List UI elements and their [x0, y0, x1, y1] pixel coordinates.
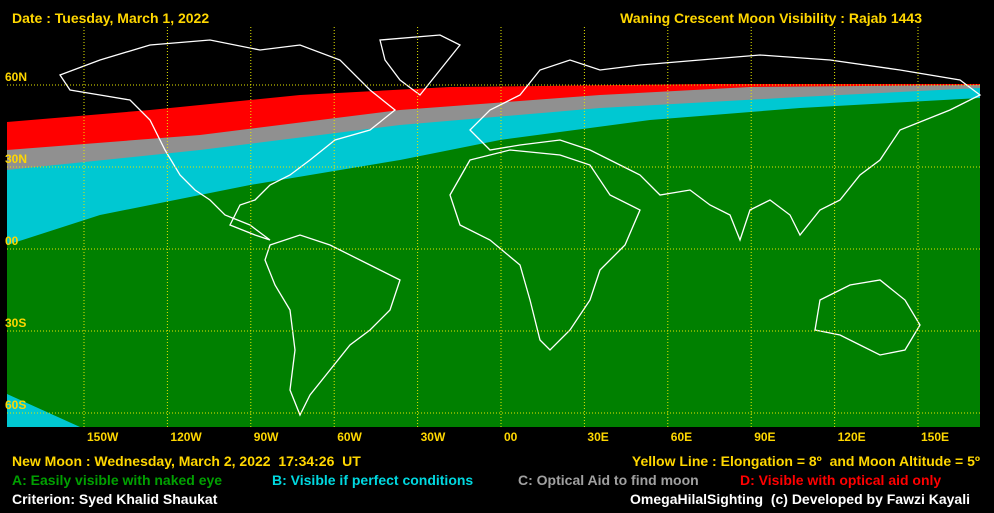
south-america	[264, 234, 401, 417]
zone-none	[0, 0, 994, 122]
eurasia	[469, 54, 982, 242]
latitude-label: 30N	[5, 152, 27, 166]
legend-c: C: Optical Aid to find moon	[518, 472, 699, 488]
longitude-label: 90W	[254, 430, 279, 444]
grid	[7, 27, 980, 427]
longitude-label: 150W	[87, 430, 119, 444]
latitude-label: 60S	[5, 398, 26, 412]
longitude-label: 00	[504, 430, 518, 444]
latitude-label: 30S	[5, 316, 26, 330]
latitude-label: 00	[5, 234, 19, 248]
criterion: Criterion: Syed Khalid Shaukat	[12, 491, 218, 507]
longitude-label: 120E	[838, 430, 866, 444]
longitude-label: 30E	[587, 430, 608, 444]
labels: 60N 30N 00 30S 60S 150W 120W 90W 60W 30W 00 30E 60E 9…	[5, 70, 949, 444]
greenland	[379, 34, 462, 96]
latitude-label: 60N	[5, 70, 27, 84]
longitude-label: 150E	[921, 430, 949, 444]
coastlines	[59, 34, 982, 417]
australia	[814, 279, 921, 356]
date: Date : Tuesday, March 1, 2022	[12, 10, 209, 26]
longitude-label: 60E	[671, 430, 692, 444]
credit: OmegaHilalSighting (c) Developed by Fawz…	[630, 491, 970, 507]
north-america	[59, 39, 397, 241]
zone-b-south	[7, 394, 80, 427]
longitude-label: 30W	[421, 430, 446, 444]
visibility-zones	[0, 0, 994, 427]
new-moon: New Moon : Wednesday, March 2, 2022 17:3…	[12, 453, 361, 469]
legend-b: B: Visible if perfect conditions	[272, 472, 473, 488]
yellow-line: Yellow Line : Elongation = 8º and Moon A…	[632, 453, 980, 469]
longitude-label: 60W	[337, 430, 362, 444]
legend-a: A: Easily visible with naked eye	[12, 472, 222, 488]
legend-d: D: Visible with optical aid only	[740, 472, 941, 488]
africa	[449, 149, 641, 351]
longitude-label: 90E	[754, 430, 775, 444]
title: Waning Crescent Moon Visibility : Rajab …	[620, 10, 922, 26]
longitude-label: 120W	[170, 430, 202, 444]
